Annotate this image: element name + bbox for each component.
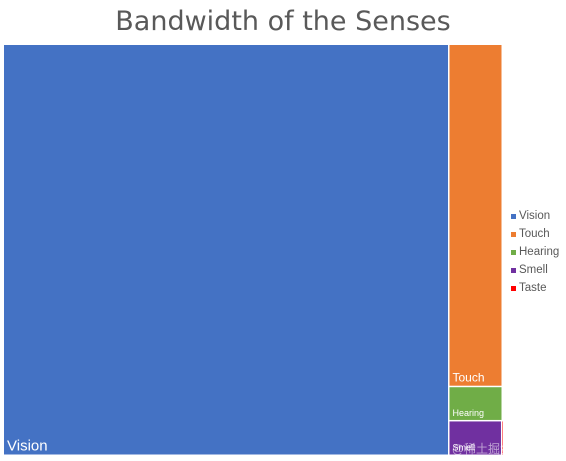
chart-legend: Vision Touch Hearing Smell Taste [511, 207, 559, 297]
chart-title: Bandwidth of the Senses [115, 6, 451, 37]
legend-item-touch: Touch [511, 225, 559, 243]
legend-label-smell: Smell [519, 264, 548, 276]
treemap-tile-taste [502, 421, 503, 455]
treemap-label-hearing: Hearing [452, 408, 484, 418]
legend-item-vision: Vision [511, 207, 559, 225]
legend-label-vision: Vision [519, 210, 551, 222]
legend-swatch-vision [511, 213, 516, 219]
watermark-text: @稀土掘金技术社区 [451, 442, 560, 456]
legend-swatch-taste [511, 285, 516, 291]
legend-label-touch: Touch [519, 228, 550, 240]
treemap-label-touch: Touch [452, 371, 484, 385]
legend-item-taste: Taste [511, 279, 559, 297]
legend-swatch-touch [511, 231, 516, 237]
treemap-label-smell: Smell [452, 443, 475, 453]
legend-swatch-hearing [511, 249, 516, 255]
treemap-tile-hearing [449, 387, 502, 420]
legend-item-hearing: Hearing [511, 243, 559, 261]
legend-item-smell: Smell [511, 261, 559, 279]
treemap-tile-vision [4, 45, 448, 455]
treemap-tile-smell [449, 421, 501, 455]
legend-label-hearing: Hearing [519, 246, 560, 258]
treemap-tile-touch [449, 45, 502, 386]
legend-label-taste: Taste [519, 282, 547, 294]
treemap-label-vision: Vision [7, 438, 48, 455]
legend-swatch-smell [511, 267, 516, 273]
